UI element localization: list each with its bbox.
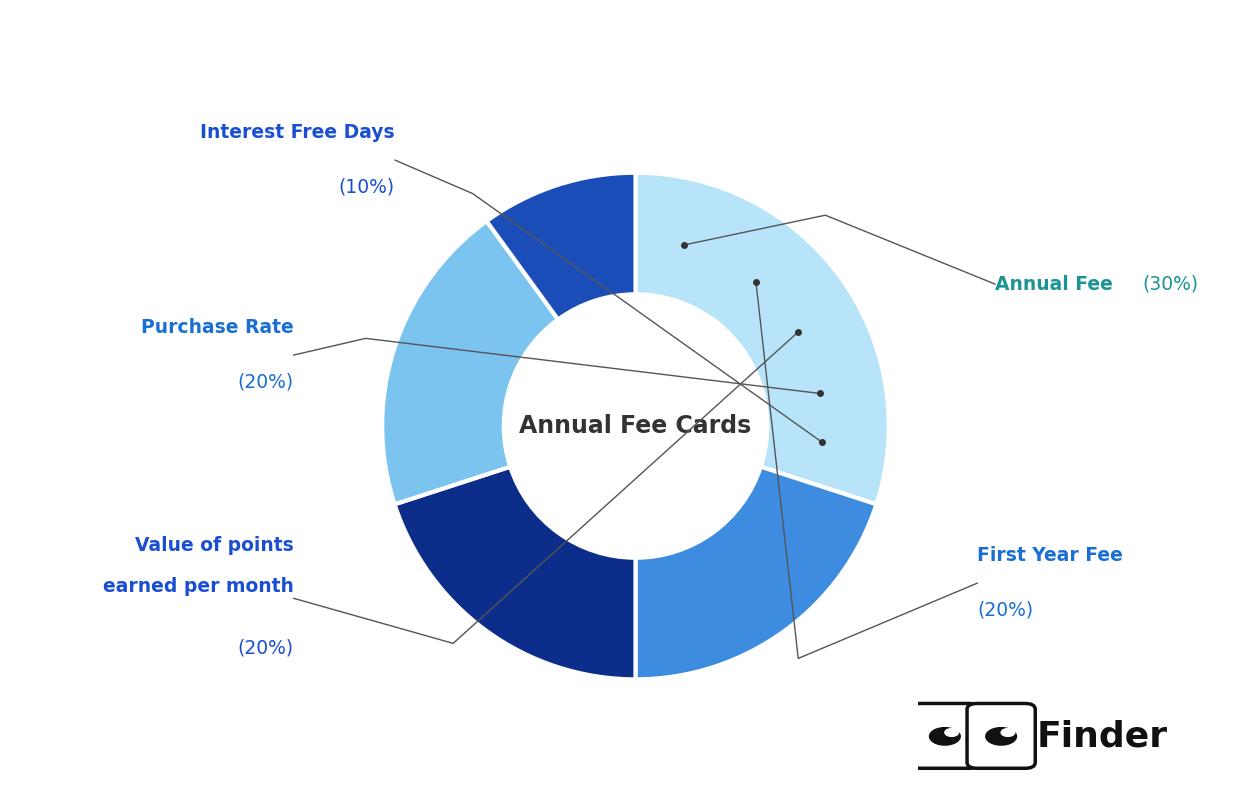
Circle shape xyxy=(945,729,959,737)
Text: (10%): (10%) xyxy=(339,178,394,197)
Text: Value of points: Value of points xyxy=(135,536,294,555)
Wedge shape xyxy=(486,172,636,319)
Text: (20%): (20%) xyxy=(237,639,294,658)
Text: Interest Free Days: Interest Free Days xyxy=(200,123,394,143)
Circle shape xyxy=(986,728,1017,745)
Circle shape xyxy=(1001,729,1014,737)
Circle shape xyxy=(930,728,960,745)
Text: earned per month: earned per month xyxy=(103,577,294,596)
Text: Finder: Finder xyxy=(1037,720,1168,754)
Text: Annual Fee: Annual Fee xyxy=(996,275,1120,293)
Wedge shape xyxy=(635,172,889,505)
FancyBboxPatch shape xyxy=(967,704,1035,768)
FancyBboxPatch shape xyxy=(910,704,980,768)
Text: Purchase Rate: Purchase Rate xyxy=(141,318,294,338)
Text: Annual Fee Cards: Annual Fee Cards xyxy=(520,414,751,438)
Text: (20%): (20%) xyxy=(237,373,294,392)
Text: (20%): (20%) xyxy=(977,600,1034,620)
Wedge shape xyxy=(394,467,635,679)
Wedge shape xyxy=(635,467,877,679)
Wedge shape xyxy=(382,221,558,505)
Text: First Year Fee: First Year Fee xyxy=(977,546,1123,565)
Text: (30%): (30%) xyxy=(1142,275,1198,293)
